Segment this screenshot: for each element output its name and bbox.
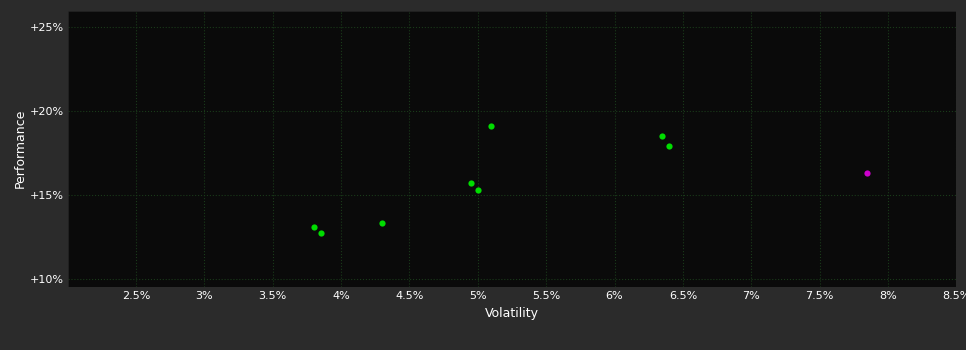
Point	[464, 180, 479, 186]
Point	[484, 123, 499, 129]
Point	[375, 220, 390, 226]
Point	[662, 144, 677, 149]
X-axis label: Volatility: Volatility	[485, 307, 539, 320]
Point	[470, 187, 486, 192]
Point	[306, 224, 322, 230]
Point	[860, 170, 875, 176]
Point	[313, 231, 328, 236]
Point	[655, 133, 670, 139]
Y-axis label: Performance: Performance	[14, 109, 26, 188]
